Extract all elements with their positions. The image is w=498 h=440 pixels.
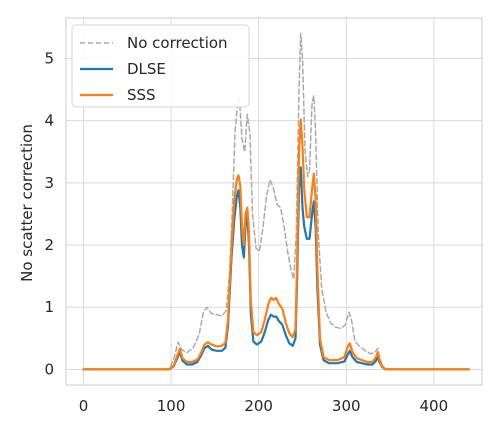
- x-tick-label: 0: [79, 397, 89, 415]
- series-line-dlse: [82, 166, 470, 371]
- tick-labels: 0 100 200 300 400 0 1 2 3 4 5: [44, 49, 448, 415]
- legend-label-sss: SSS: [127, 86, 156, 104]
- y-axis-label: No scatter correction: [18, 124, 36, 282]
- y-tick-label: 4: [44, 112, 54, 130]
- y-tick-label: 5: [44, 49, 54, 67]
- x-tick-label: 100: [157, 397, 186, 415]
- legend-label-dlse: DLSE: [127, 60, 166, 78]
- legend-box: [71, 24, 250, 108]
- x-tick-label: 200: [244, 397, 273, 415]
- x-tick-label: 300: [332, 397, 361, 415]
- y-tick-label: 2: [44, 236, 54, 254]
- series-line-sss: [82, 118, 470, 371]
- series-lines: [82, 32, 470, 371]
- y-tick-label: 0: [44, 360, 54, 378]
- series-line-no-correction: [82, 32, 470, 371]
- legend-label-no-correction: No correction: [127, 34, 228, 52]
- y-tick-label: 3: [44, 174, 54, 192]
- legend: No correction DLSE SSS: [71, 24, 250, 108]
- y-tick-label: 1: [44, 298, 54, 316]
- x-tick-label: 400: [420, 397, 449, 415]
